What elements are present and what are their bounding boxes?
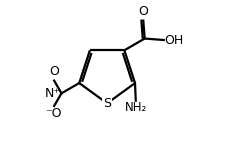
Text: NH₂: NH₂ bbox=[124, 101, 146, 114]
Text: O: O bbox=[138, 5, 148, 18]
Text: OH: OH bbox=[164, 33, 183, 46]
Text: O: O bbox=[49, 65, 59, 78]
Text: S: S bbox=[103, 97, 111, 110]
Text: ⁻O: ⁻O bbox=[45, 107, 61, 120]
Text: N⁺: N⁺ bbox=[45, 87, 61, 100]
